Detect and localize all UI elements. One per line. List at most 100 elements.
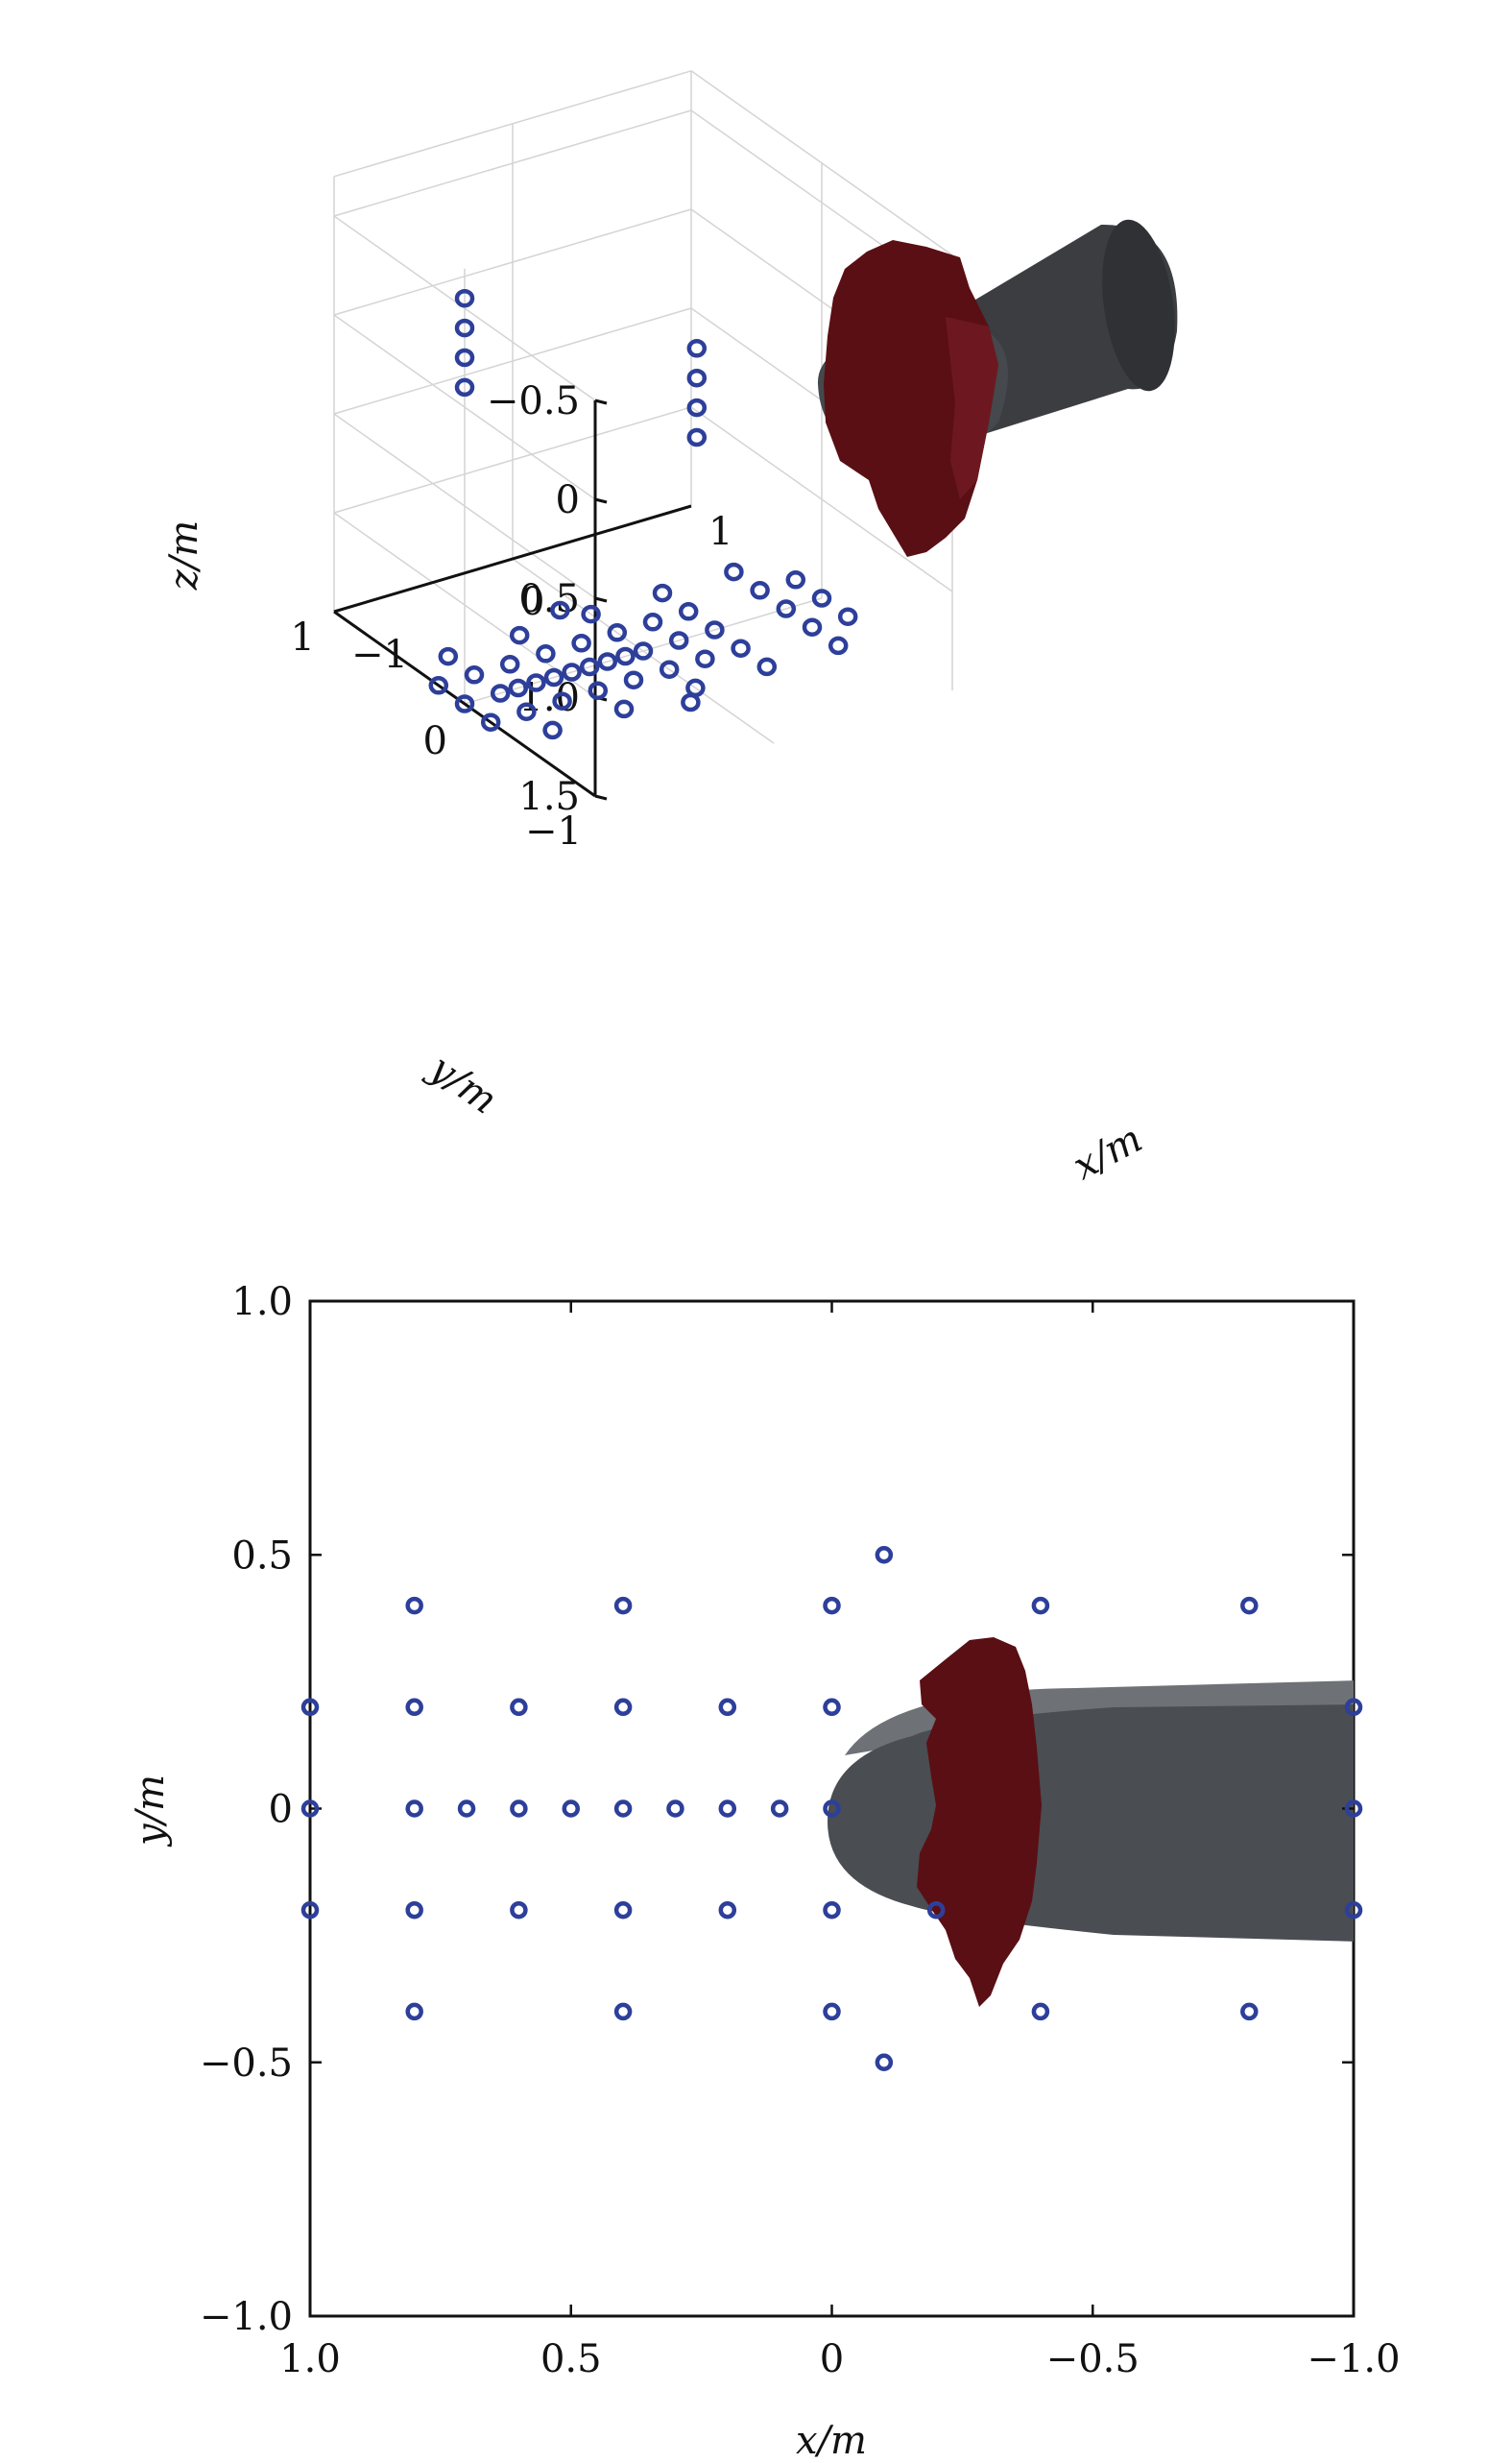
y-tick-label: −1: [525, 809, 582, 854]
sensor-point: [499, 655, 520, 674]
sensor-point: [579, 657, 600, 677]
sensor-point: [1344, 1698, 1363, 1717]
sensor-point: [811, 589, 832, 608]
x-tick-label: 1.0: [279, 2337, 341, 2381]
sensor-point: [642, 613, 663, 632]
sensor-point: [454, 694, 475, 713]
sensor-point: [454, 318, 475, 338]
sensor-point: [543, 667, 564, 688]
sensor-point: [681, 692, 701, 712]
sensor-point: [454, 377, 475, 398]
sensor-point: [581, 604, 601, 624]
sensor-points-top: [300, 1546, 1363, 2071]
sensor-point: [828, 636, 849, 656]
x-tick-label: 1: [708, 510, 732, 554]
sensor-point: [666, 1799, 684, 1818]
sensor-point: [678, 602, 699, 621]
y-tick-label: 0: [269, 1788, 293, 1832]
z-tick-mark: [594, 596, 608, 603]
sensor-point: [686, 427, 708, 447]
sensor-point: [1344, 1799, 1363, 1818]
grid-line: [512, 558, 775, 744]
vapor-cloud-3d-front: [946, 317, 998, 499]
sensor-point: [300, 1698, 320, 1717]
sensor-point: [623, 670, 644, 689]
sensor-point: [536, 644, 556, 664]
z-tick-mark: [594, 497, 608, 504]
sensor-point: [405, 2002, 423, 2021]
sensor-point: [823, 1900, 841, 1920]
sensor-point: [1240, 2002, 1259, 2021]
z-tick-mark: [594, 398, 608, 405]
sensor-point: [613, 1698, 633, 1717]
sensor-point: [776, 599, 797, 618]
sensor-point: [597, 652, 618, 671]
sensor-point: [550, 600, 570, 620]
x-tick-label: −1.0: [1307, 2337, 1400, 2381]
sensor-point: [405, 1698, 423, 1717]
sensor-point: [633, 641, 654, 661]
z-axis-label: z/m: [162, 520, 206, 591]
sensor-point: [490, 684, 511, 703]
sensor-point: [718, 1900, 737, 1920]
sensor-point: [526, 673, 546, 692]
axis-ticks-top: 1.0 0.5 0 −0.5 −1.0 −1.0 −0.5 0 0.5 1.0: [200, 1280, 1401, 2381]
sensor-point: [457, 1799, 476, 1818]
sensor-point: [1344, 1900, 1363, 1920]
sensor-point: [668, 631, 689, 650]
sensor-point: [438, 646, 459, 666]
y-tick-label: −1.0: [200, 2295, 293, 2339]
sensor-point: [542, 720, 563, 740]
sensor-point: [1240, 1596, 1259, 1615]
x-tick-label: 0: [520, 580, 544, 624]
vapor-cloud-top: [917, 1637, 1042, 2007]
x-axis-label-top: x/m: [796, 2419, 867, 2463]
sensor-point: [562, 1799, 580, 1818]
sensor-point: [516, 702, 537, 721]
sensor-point: [718, 1698, 737, 1717]
sensor-point: [613, 2002, 633, 2021]
sensor-point: [300, 1799, 320, 1818]
sensor-point: [552, 691, 572, 711]
sensor-point: [562, 663, 582, 682]
sensor-point: [510, 1799, 528, 1818]
y-tick-label: 1: [291, 616, 315, 660]
sensor-point: [464, 665, 485, 685]
x-tick-label: 0.5: [540, 2337, 602, 2381]
y-axis-line: [333, 610, 596, 798]
sensor-points-3d: [428, 288, 858, 740]
sensor-point: [615, 646, 636, 666]
sensor-point: [686, 339, 708, 358]
sensor-point: [785, 570, 806, 590]
sensor-point: [613, 1900, 633, 1920]
sensor-point: [875, 2053, 894, 2071]
sensor-point: [480, 712, 501, 732]
sensor-point: [1031, 1596, 1050, 1615]
cylinder-top: [828, 1680, 1354, 1942]
sensor-point: [837, 607, 858, 626]
sensor-point: [802, 617, 823, 637]
sensor-point: [823, 2002, 841, 2021]
sensor-point: [718, 1799, 737, 1818]
chart-3d-view: −0.500.51.01.5−101 −101 z/m y/m x/m: [162, 70, 1178, 1189]
y-tick-label: −0.5: [200, 2041, 293, 2086]
z-tick-label: 1.5: [518, 775, 580, 819]
sensor-point: [454, 348, 475, 368]
sensor-point: [695, 649, 715, 668]
y-axis-label: y/m: [420, 1045, 505, 1123]
y-axis-label-top: y/m: [129, 1775, 173, 1847]
x-tick-label: −1: [351, 633, 408, 677]
axes-3d: −0.500.51.01.5−101 −101: [291, 379, 733, 854]
y-tick-label: 0: [423, 719, 447, 763]
x-axis-line: [333, 504, 692, 614]
x-tick-label: 0: [820, 2337, 844, 2381]
sensor-point: [823, 1698, 841, 1717]
sensor-point: [724, 562, 744, 582]
sensor-point: [686, 398, 708, 418]
sensor-point: [731, 639, 751, 658]
z-tick-mark: [594, 794, 608, 801]
chart-top-view: 1.0 0.5 0 −0.5 −1.0 −1.0 −0.5 0 0.5 1.0 x/m y/m: [129, 1280, 1401, 2463]
sensor-point: [823, 1596, 841, 1615]
sensor-point: [405, 1900, 423, 1920]
z-tick-label: 0.5: [518, 577, 580, 621]
